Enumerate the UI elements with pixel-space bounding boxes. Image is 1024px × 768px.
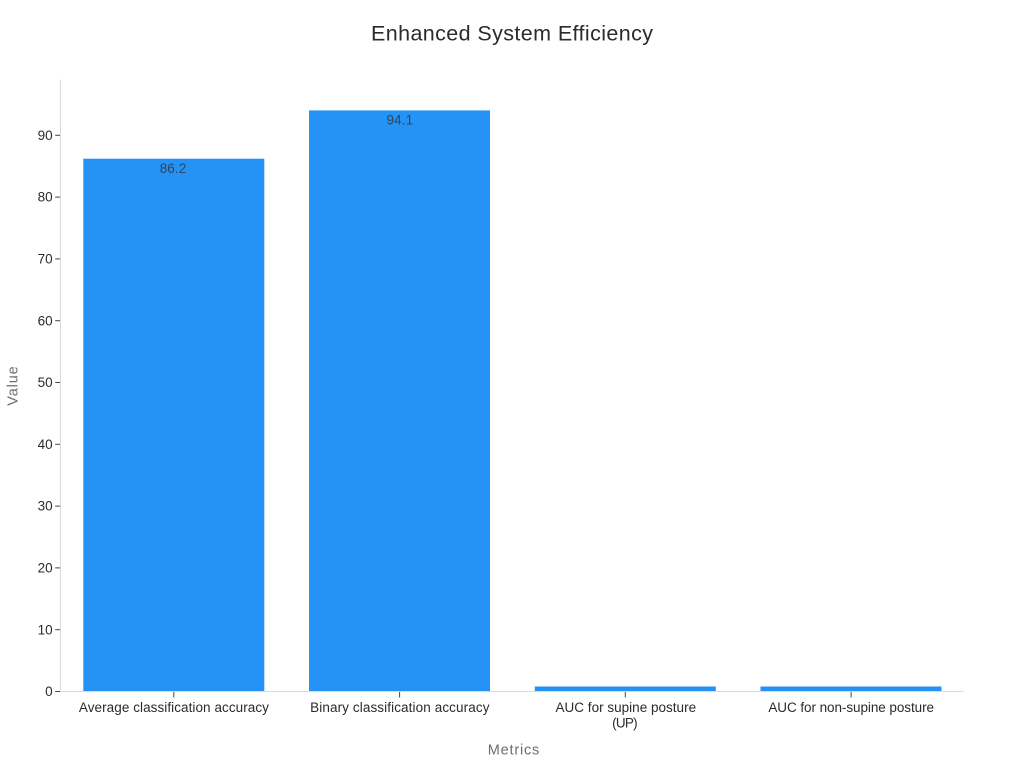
svg-text:86.2: 86.2 — [160, 161, 187, 176]
svg-text:30: 30 — [38, 499, 53, 514]
svg-text:(UP): (UP) — [612, 716, 638, 731]
svg-text:AUC for non-supine posture: AUC for non-supine posture — [768, 700, 934, 715]
svg-text:Binary classification accuracy: Binary classification accuracy — [310, 700, 490, 715]
svg-text:60: 60 — [38, 313, 53, 328]
svg-text:70: 70 — [38, 252, 53, 267]
svg-text:20: 20 — [38, 561, 53, 576]
svg-text:94.1: 94.1 — [387, 113, 414, 128]
svg-text:Average classification accurac: Average classification accuracy — [79, 700, 269, 715]
svg-text:Enhanced System Efficiency: Enhanced System Efficiency — [371, 22, 653, 46]
svg-text:0: 0 — [45, 684, 53, 699]
svg-text:Value: Value — [6, 366, 22, 406]
svg-text:90: 90 — [38, 128, 53, 143]
svg-text:40: 40 — [38, 437, 53, 452]
svg-text:50: 50 — [38, 375, 53, 390]
svg-text:Metrics: Metrics — [488, 743, 540, 759]
svg-text:80: 80 — [38, 190, 53, 205]
svg-text:10: 10 — [38, 622, 53, 637]
svg-text:AUC for supine posture: AUC for supine posture — [556, 700, 697, 715]
